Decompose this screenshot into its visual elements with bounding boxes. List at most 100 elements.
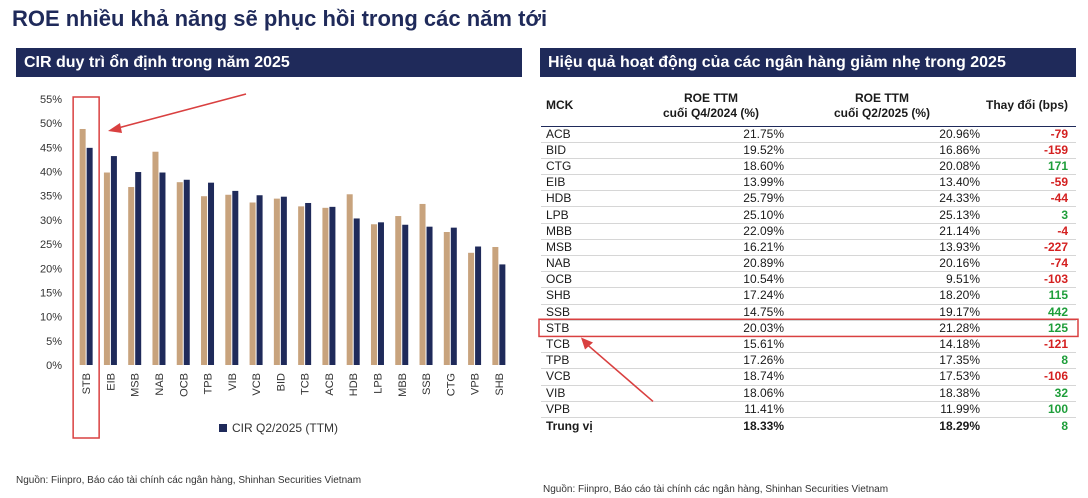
x-tick-label: VIB <box>227 373 239 391</box>
roe-table: MCK ROE TTM cuối Q4/2024 (%) ROE TTM cuố… <box>541 86 1076 435</box>
table-row: VPB 11.41% 11.99% 100 <box>541 401 1076 418</box>
bar-series-1 <box>443 232 450 365</box>
bar-series-1 <box>152 151 159 365</box>
table-row: HDB 25.79% 24.33% -44 <box>541 191 1076 207</box>
y-tick-label: 40% <box>40 167 62 179</box>
table-row: TCB 15.61% 14.18% -121 <box>541 336 1076 353</box>
row-roe-q4-2024: 18.60% <box>743 158 784 173</box>
x-tick-label: TCB <box>300 373 312 395</box>
table-row: MSB 16.21% 13.93% -227 <box>541 239 1076 256</box>
row-roe-q2-2025: 20.08% <box>939 158 980 173</box>
bar-series-1 <box>468 252 475 365</box>
highlight-box <box>72 96 100 439</box>
x-tick-label: HDB <box>348 373 360 396</box>
col-roe-q2-2025-line2: cuối Q2/2025 (%) <box>833 105 931 120</box>
row-roe-q2-2025: 20.96% <box>939 126 980 141</box>
row-roe-q4-2024: 22.09% <box>743 223 784 238</box>
x-tick-label: VPB <box>470 373 482 395</box>
cir-chart-header: CIR duy trì ổn định trong năm 2025 <box>16 48 522 77</box>
row-roe-q4-2024: 18.74% <box>743 369 784 384</box>
bar-series-1 <box>395 216 402 365</box>
col-change-header: Thay đổi (bps) <box>986 98 1068 113</box>
x-tick-label: BID <box>275 373 287 391</box>
row-change-bps: 32 <box>1054 385 1068 400</box>
row-roe-q4-2024: 25.79% <box>743 191 784 206</box>
bar-cir-q2-2025 <box>475 246 482 365</box>
row-mck: TCB <box>546 337 570 352</box>
row-roe-q2-2025: 18.20% <box>939 288 980 303</box>
col-roe-q4-2024-line1: ROE TTM <box>684 90 738 105</box>
bar-series-1 <box>273 198 280 365</box>
y-tick-label: 20% <box>40 263 62 275</box>
x-tick-label: TPB <box>203 373 215 394</box>
table-row: VIB 18.06% 18.38% 32 <box>541 385 1076 402</box>
y-tick-label: 30% <box>40 215 62 227</box>
row-mck: HDB <box>546 191 572 206</box>
row-change-bps: 442 <box>1047 304 1068 319</box>
x-tick-label: VCB <box>251 373 263 396</box>
row-mck: MSB <box>546 239 573 254</box>
bar-series-1 <box>249 202 256 365</box>
bar-series-1 <box>419 203 426 365</box>
row-mck: VPB <box>546 401 571 416</box>
x-tick-label: MBB <box>397 373 409 397</box>
roe-table-source: Nguồn: Fiinpro, Báo cáo tài chính các ng… <box>543 484 889 495</box>
roe-table-header: Hiệu quả hoạt động của các ngân hàng giả… <box>540 48 1076 77</box>
row-change-bps: -227 <box>1043 239 1068 254</box>
table-row: NAB 20.89% 20.16% -74 <box>541 256 1076 272</box>
y-tick-label: 0% <box>46 360 62 372</box>
row-roe-q2-2025: 21.14% <box>939 223 980 238</box>
cir-bar-chart: 0% 5% 10% 15% 20% 25% 30% 35% 40% 45% 50% 55% STB EIB… <box>40 93 506 439</box>
bar-cir-q2-2025 <box>280 196 287 365</box>
row-mck: ACB <box>546 126 571 141</box>
bar-cir-q2-2025 <box>159 172 166 365</box>
bar-series-1 <box>492 246 499 365</box>
row-mck: TPB <box>546 353 570 368</box>
row-mck: STB <box>546 320 570 335</box>
y-tick-label: 35% <box>40 191 62 203</box>
bar-cir-q2-2025 <box>110 156 117 365</box>
row-roe-q2-2025: 20.16% <box>939 256 980 271</box>
x-tick-label: OCB <box>178 373 190 397</box>
table-row: ACB 21.75% 20.96% -79 <box>541 126 1076 143</box>
row-roe-q4-2024: 25.10% <box>743 207 784 222</box>
row-mck: SHB <box>546 288 571 303</box>
bar-series-1 <box>225 194 232 365</box>
row-roe-q2-2025: 9.51% <box>945 272 980 287</box>
table-row: BID 19.52% 16.86% -159 <box>541 142 1076 159</box>
row-change-bps: 171 <box>1047 158 1068 173</box>
row-roe-q2-2025: 11.99% <box>940 401 980 416</box>
y-tick-label: 5% <box>46 336 62 348</box>
total-roe-q2-2025: 18.29% <box>939 419 980 434</box>
bar-series-1 <box>128 187 135 365</box>
row-change-bps: -44 <box>1050 191 1068 206</box>
row-mck: MBB <box>546 223 573 238</box>
row-roe-q4-2024: 16.21% <box>743 239 784 254</box>
row-roe-q4-2024: 13.99% <box>743 175 784 190</box>
x-tick-label: SSB <box>421 373 433 395</box>
y-tick-label: 45% <box>40 142 62 154</box>
col-roe-q2-2025-line1: ROE TTM <box>855 90 909 105</box>
row-roe-q4-2024: 14.75% <box>743 304 784 319</box>
row-roe-q4-2024: 20.89% <box>743 256 784 271</box>
col-roe-q4-2024-line2: cuối Q4/2024 (%) <box>662 105 760 120</box>
bar-cir-q2-2025 <box>86 147 93 365</box>
legend-label: CIR Q2/2025 (TTM) <box>232 421 338 435</box>
bar-cir-q2-2025 <box>208 182 215 365</box>
row-roe-q4-2024: 17.26% <box>743 353 784 368</box>
row-roe-q2-2025: 18.38% <box>939 385 980 400</box>
bar-series-1 <box>322 207 329 365</box>
row-mck: VCB <box>546 369 571 384</box>
x-tick-label: SHB <box>494 373 506 396</box>
table-row: SSB 14.75% 19.17% 442 <box>541 304 1076 321</box>
row-roe-q2-2025: 17.35% <box>939 353 980 368</box>
x-tick-label: CTG <box>445 373 457 396</box>
col-roe-q4-2024-header: ROE TTM cuối Q4/2024 (%) <box>638 86 784 126</box>
row-change-bps: -74 <box>1050 256 1068 271</box>
table-row: EIB 13.99% 13.40% -59 <box>541 175 1076 191</box>
bar-cir-q2-2025 <box>353 218 360 365</box>
bar-cir-q2-2025 <box>329 206 336 365</box>
bar-series-1 <box>79 128 86 365</box>
x-tick-label: EIB <box>105 373 117 391</box>
row-mck: SSB <box>546 304 571 319</box>
